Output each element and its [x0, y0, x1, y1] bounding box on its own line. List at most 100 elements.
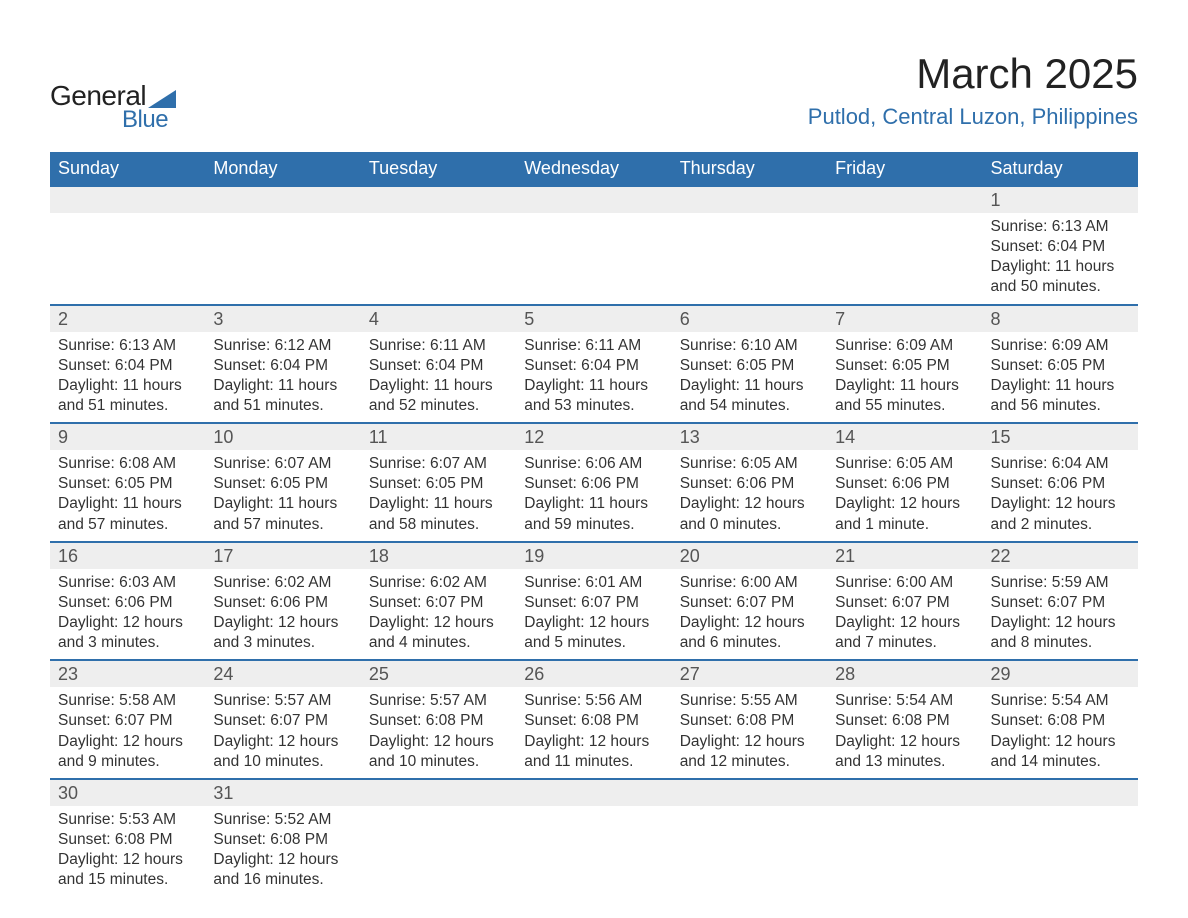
weekday-header: Monday — [205, 152, 360, 186]
daylight-line: Daylight: 11 hours and 57 minutes. — [58, 494, 197, 534]
day-data: Sunrise: 6:11 AMSunset: 6:04 PMDaylight:… — [516, 332, 671, 423]
daylight-line: Daylight: 12 hours and 7 minutes. — [835, 613, 974, 653]
sunset-line: Sunset: 6:04 PM — [213, 356, 352, 376]
day-number: 29 — [983, 661, 1138, 687]
sunrise-line: Sunrise: 6:11 AM — [369, 336, 508, 356]
day-number: 24 — [205, 661, 360, 687]
day-number-cell: 31 — [205, 779, 360, 806]
sunrise-line: Sunrise: 6:00 AM — [835, 573, 974, 593]
daylight-line: Daylight: 12 hours and 3 minutes. — [58, 613, 197, 653]
empty-cell — [361, 779, 516, 806]
sunset-line: Sunset: 6:08 PM — [524, 711, 663, 731]
daylight-line: Daylight: 12 hours and 16 minutes. — [213, 850, 352, 890]
day-data: Sunrise: 6:13 AMSunset: 6:04 PMDaylight:… — [50, 332, 205, 423]
page-title: March 2025 — [808, 50, 1138, 98]
day-number: 2 — [50, 306, 205, 332]
empty-cell — [50, 213, 205, 305]
sunset-line: Sunset: 6:07 PM — [680, 593, 819, 613]
empty-cell — [516, 779, 671, 806]
day-data-cell: Sunrise: 6:06 AMSunset: 6:06 PMDaylight:… — [516, 450, 671, 542]
day-data: Sunrise: 6:07 AMSunset: 6:05 PMDaylight:… — [361, 450, 516, 541]
sunset-line: Sunset: 6:07 PM — [369, 593, 508, 613]
day-data-cell: Sunrise: 6:09 AMSunset: 6:05 PMDaylight:… — [983, 332, 1138, 424]
sunrise-line: Sunrise: 6:08 AM — [58, 454, 197, 474]
daylight-line: Daylight: 11 hours and 52 minutes. — [369, 376, 508, 416]
day-number-cell: 14 — [827, 423, 982, 450]
sunrise-line: Sunrise: 6:09 AM — [835, 336, 974, 356]
day-data-cell: Sunrise: 5:57 AMSunset: 6:08 PMDaylight:… — [361, 687, 516, 779]
empty-cell — [205, 213, 360, 305]
day-data-cell: Sunrise: 6:11 AMSunset: 6:04 PMDaylight:… — [516, 332, 671, 424]
daylight-line: Daylight: 11 hours and 58 minutes. — [369, 494, 508, 534]
day-number-cell: 11 — [361, 423, 516, 450]
day-number: 8 — [983, 306, 1138, 332]
sunrise-line: Sunrise: 6:00 AM — [680, 573, 819, 593]
day-data-cell: Sunrise: 6:08 AMSunset: 6:05 PMDaylight:… — [50, 450, 205, 542]
sunset-line: Sunset: 6:04 PM — [524, 356, 663, 376]
week-daynum-row: 3031 — [50, 779, 1138, 806]
day-data-cell: Sunrise: 6:03 AMSunset: 6:06 PMDaylight:… — [50, 569, 205, 661]
daylight-line: Daylight: 12 hours and 1 minute. — [835, 494, 974, 534]
week-data-row: Sunrise: 5:58 AMSunset: 6:07 PMDaylight:… — [50, 687, 1138, 779]
day-data-cell: Sunrise: 5:56 AMSunset: 6:08 PMDaylight:… — [516, 687, 671, 779]
calendar-table: SundayMondayTuesdayWednesdayThursdayFrid… — [50, 152, 1138, 896]
empty-cell — [361, 806, 516, 897]
empty-cell — [827, 213, 982, 305]
sunset-line: Sunset: 6:05 PM — [680, 356, 819, 376]
day-number: 3 — [205, 306, 360, 332]
day-data-cell: Sunrise: 6:02 AMSunset: 6:07 PMDaylight:… — [361, 569, 516, 661]
week-daynum-row: 2345678 — [50, 305, 1138, 332]
day-data: Sunrise: 6:00 AMSunset: 6:07 PMDaylight:… — [672, 569, 827, 660]
sunrise-line: Sunrise: 5:53 AM — [58, 810, 197, 830]
day-data: Sunrise: 6:13 AMSunset: 6:04 PMDaylight:… — [983, 213, 1138, 304]
day-number: 21 — [827, 543, 982, 569]
sunset-line: Sunset: 6:06 PM — [58, 593, 197, 613]
weekday-header: Friday — [827, 152, 982, 186]
daylight-line: Daylight: 11 hours and 55 minutes. — [835, 376, 974, 416]
week-daynum-row: 1 — [50, 186, 1138, 213]
day-data: Sunrise: 5:54 AMSunset: 6:08 PMDaylight:… — [983, 687, 1138, 778]
day-data-cell: Sunrise: 6:13 AMSunset: 6:04 PMDaylight:… — [50, 332, 205, 424]
day-data-cell: Sunrise: 6:04 AMSunset: 6:06 PMDaylight:… — [983, 450, 1138, 542]
daylight-line: Daylight: 11 hours and 53 minutes. — [524, 376, 663, 416]
sunrise-line: Sunrise: 6:07 AM — [369, 454, 508, 474]
day-data-cell: Sunrise: 6:05 AMSunset: 6:06 PMDaylight:… — [827, 450, 982, 542]
day-number-cell: 10 — [205, 423, 360, 450]
day-data-cell: Sunrise: 6:13 AMSunset: 6:04 PMDaylight:… — [983, 213, 1138, 305]
sunset-line: Sunset: 6:05 PM — [835, 356, 974, 376]
empty-cell — [672, 779, 827, 806]
day-number-cell: 17 — [205, 542, 360, 569]
day-number-cell: 23 — [50, 660, 205, 687]
week-data-row: Sunrise: 6:13 AMSunset: 6:04 PMDaylight:… — [50, 213, 1138, 305]
sunrise-line: Sunrise: 6:06 AM — [524, 454, 663, 474]
day-data-cell: Sunrise: 5:52 AMSunset: 6:08 PMDaylight:… — [205, 806, 360, 897]
empty-cell — [361, 186, 516, 213]
daylight-line: Daylight: 12 hours and 3 minutes. — [213, 613, 352, 653]
day-number-cell: 12 — [516, 423, 671, 450]
week-daynum-row: 16171819202122 — [50, 542, 1138, 569]
day-data: Sunrise: 6:01 AMSunset: 6:07 PMDaylight:… — [516, 569, 671, 660]
empty-cell — [827, 779, 982, 806]
day-data: Sunrise: 6:02 AMSunset: 6:06 PMDaylight:… — [205, 569, 360, 660]
day-number-cell: 30 — [50, 779, 205, 806]
day-number: 31 — [205, 780, 360, 806]
sunset-line: Sunset: 6:07 PM — [991, 593, 1130, 613]
day-data: Sunrise: 6:05 AMSunset: 6:06 PMDaylight:… — [672, 450, 827, 541]
sunrise-line: Sunrise: 6:03 AM — [58, 573, 197, 593]
day-number: 16 — [50, 543, 205, 569]
day-number: 26 — [516, 661, 671, 687]
sunrise-line: Sunrise: 5:57 AM — [213, 691, 352, 711]
sunset-line: Sunset: 6:08 PM — [835, 711, 974, 731]
day-number-cell: 1 — [983, 186, 1138, 213]
day-data: Sunrise: 5:56 AMSunset: 6:08 PMDaylight:… — [516, 687, 671, 778]
daylight-line: Daylight: 11 hours and 57 minutes. — [213, 494, 352, 534]
sunrise-line: Sunrise: 6:02 AM — [369, 573, 508, 593]
week-data-row: Sunrise: 5:53 AMSunset: 6:08 PMDaylight:… — [50, 806, 1138, 897]
day-number: 13 — [672, 424, 827, 450]
sunset-line: Sunset: 6:07 PM — [524, 593, 663, 613]
empty-cell — [827, 186, 982, 213]
weekday-header: Saturday — [983, 152, 1138, 186]
sunset-line: Sunset: 6:08 PM — [369, 711, 508, 731]
sunrise-line: Sunrise: 6:12 AM — [213, 336, 352, 356]
day-data-cell: Sunrise: 6:07 AMSunset: 6:05 PMDaylight:… — [205, 450, 360, 542]
